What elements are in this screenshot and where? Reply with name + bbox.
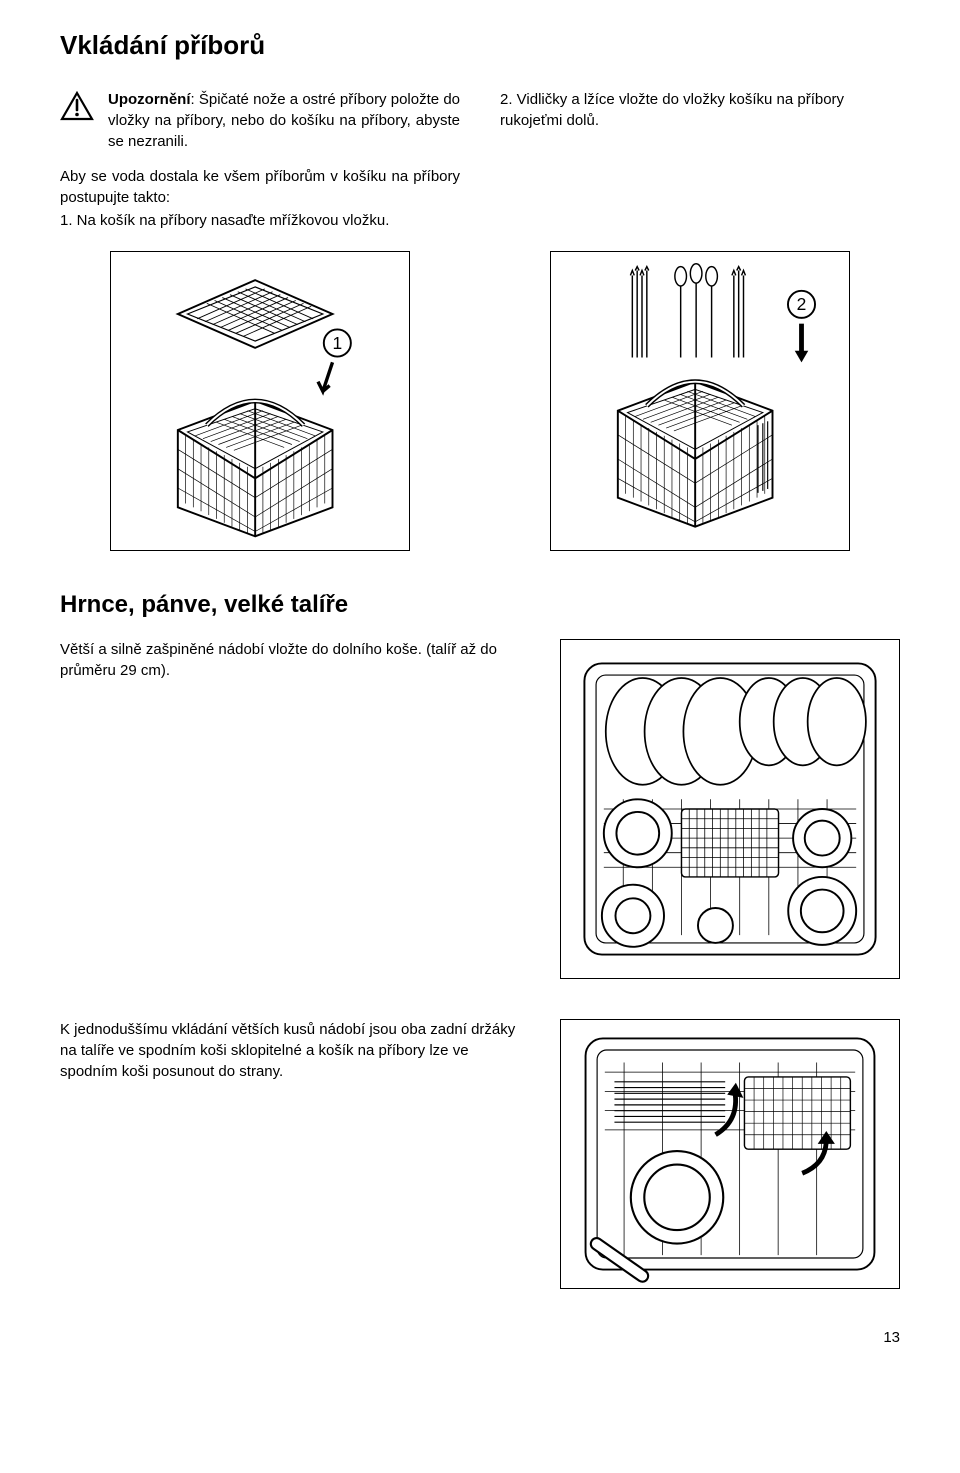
section-2-text: Větší a silně zašpiněné nádobí vložte do…: [60, 639, 520, 681]
warning-label: Upozornění: [108, 91, 191, 108]
svg-text:1: 1: [332, 333, 342, 353]
step-2: 2. Vidličky a lžíce vložte do vložky koš…: [500, 89, 900, 131]
right-column: 2. Vidličky a lžíce vložte do vložky koš…: [500, 89, 900, 231]
figure-cutlery-inserted: 2: [550, 251, 850, 551]
warning-block: Upozornění: Špičaté nože a ostré příbory…: [60, 89, 460, 152]
figure-row-1: 1: [60, 251, 900, 551]
page-title: Vkládání příborů: [60, 30, 900, 61]
section-3-block: K jednoduššímu vkládání větších kusů nád…: [60, 1019, 900, 1289]
step-1: 1. Na košík na příbory nasaďte mřížkovou…: [60, 210, 460, 231]
page-number: 13: [60, 1329, 900, 1346]
section-3-text: K jednoduššímu vkládání větších kusů nád…: [60, 1019, 520, 1082]
warning-triangle-icon: [60, 91, 94, 121]
figure-lower-rack-folded: [560, 1019, 900, 1289]
figure-lower-rack-dishes: [560, 639, 900, 979]
lower-rack-folded-icon: [565, 1024, 895, 1284]
figure-cutlery-basket-grid: 1: [110, 251, 410, 551]
cutlery-basket-icon: 1: [115, 256, 405, 546]
figure-1-container: 1: [60, 251, 460, 551]
warning-text: Upozornění: Špičaté nože a ostré příbory…: [108, 89, 460, 152]
intro-text: Aby se voda dostala ke všem příborům v k…: [60, 166, 460, 208]
left-column: Upozornění: Špičaté nože a ostré příbory…: [60, 89, 460, 231]
figure-2-container: 2: [500, 251, 900, 551]
section-2-paragraph: Větší a silně zašpiněné nádobí vložte do…: [60, 639, 520, 681]
lower-rack-dishes-icon: [565, 644, 895, 974]
svg-text:2: 2: [797, 294, 807, 314]
intro-columns: Upozornění: Špičaté nože a ostré příbory…: [60, 89, 900, 231]
section-3-paragraph: K jednoduššímu vkládání větších kusů nád…: [60, 1019, 520, 1082]
section-2-block: Větší a silně zašpiněné nádobí vložte do…: [60, 639, 900, 979]
cutlery-inserted-icon: 2: [555, 256, 845, 546]
section-2-title: Hrnce, pánve, velké talíře: [60, 591, 900, 619]
